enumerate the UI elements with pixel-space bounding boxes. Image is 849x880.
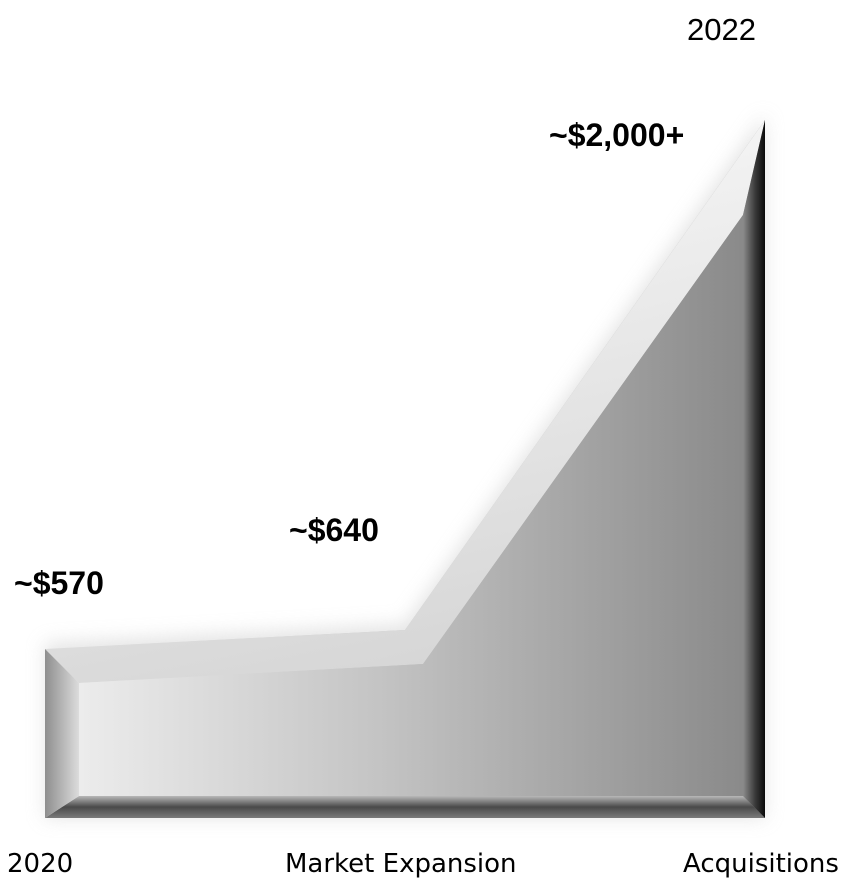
top-year-label: 2022 — [687, 12, 756, 47]
area-left-bevel — [45, 649, 79, 818]
x-tick-label: Market Expansion — [285, 849, 517, 879]
x-tick-label: Acquisitions — [683, 849, 839, 879]
labels: 2022 ~$570 ~$640 ~$2,000+ 2020 Market Ex… — [7, 12, 839, 879]
area-bottom-bevel — [45, 796, 765, 818]
x-tick-label: 2020 — [7, 849, 73, 879]
area-right-bevel — [743, 120, 765, 818]
data-label: ~$570 — [14, 565, 104, 601]
data-label: ~$640 — [289, 512, 379, 548]
area-face — [79, 215, 743, 796]
area-shape — [45, 114, 765, 818]
data-label: ~$2,000+ — [549, 117, 684, 153]
